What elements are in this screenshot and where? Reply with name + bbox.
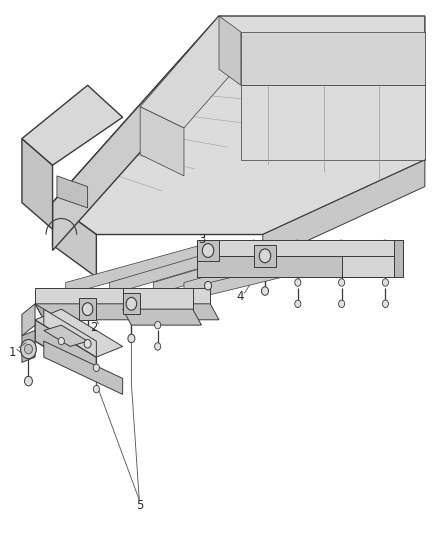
Polygon shape: [123, 293, 140, 314]
Polygon shape: [123, 309, 201, 325]
Circle shape: [261, 287, 268, 295]
Circle shape: [339, 279, 345, 286]
Circle shape: [93, 385, 99, 393]
Polygon shape: [210, 240, 385, 295]
Circle shape: [205, 281, 212, 290]
Polygon shape: [197, 256, 403, 277]
Circle shape: [155, 321, 161, 329]
Polygon shape: [66, 243, 210, 295]
Circle shape: [295, 279, 301, 286]
Polygon shape: [241, 85, 425, 160]
Polygon shape: [241, 32, 425, 85]
Polygon shape: [342, 256, 403, 277]
Polygon shape: [79, 298, 96, 320]
Circle shape: [126, 297, 137, 310]
Polygon shape: [53, 16, 425, 235]
Polygon shape: [184, 240, 342, 295]
Polygon shape: [22, 85, 123, 165]
Polygon shape: [22, 304, 35, 336]
Polygon shape: [197, 240, 403, 256]
Polygon shape: [219, 16, 241, 85]
Circle shape: [339, 300, 345, 308]
Polygon shape: [53, 16, 219, 251]
Circle shape: [84, 340, 91, 348]
Polygon shape: [44, 341, 123, 394]
Polygon shape: [394, 240, 403, 277]
Circle shape: [202, 244, 214, 257]
Polygon shape: [44, 309, 96, 357]
Circle shape: [259, 249, 271, 263]
Text: 5: 5: [137, 499, 144, 512]
Text: 1: 1: [8, 346, 16, 359]
Polygon shape: [35, 304, 219, 320]
Polygon shape: [35, 304, 96, 352]
Circle shape: [155, 343, 161, 350]
Polygon shape: [140, 107, 184, 176]
Polygon shape: [140, 16, 254, 128]
Polygon shape: [22, 330, 35, 362]
Polygon shape: [57, 176, 88, 208]
Circle shape: [21, 340, 36, 359]
Polygon shape: [153, 240, 298, 295]
Polygon shape: [53, 203, 96, 277]
Polygon shape: [123, 288, 193, 309]
Text: 4: 4: [236, 290, 244, 303]
Polygon shape: [254, 245, 276, 266]
Polygon shape: [22, 139, 53, 229]
Circle shape: [25, 344, 32, 354]
Circle shape: [295, 300, 301, 308]
Polygon shape: [35, 320, 96, 378]
Polygon shape: [35, 309, 123, 357]
Polygon shape: [110, 240, 254, 295]
Circle shape: [93, 364, 99, 372]
Text: 3: 3: [198, 233, 205, 246]
Circle shape: [58, 337, 64, 345]
Circle shape: [128, 334, 135, 343]
Polygon shape: [263, 160, 425, 261]
Polygon shape: [197, 240, 219, 261]
Circle shape: [82, 303, 93, 316]
Text: 2: 2: [90, 321, 98, 334]
Circle shape: [25, 376, 32, 386]
Polygon shape: [35, 288, 210, 304]
Polygon shape: [44, 325, 88, 346]
Circle shape: [382, 279, 389, 286]
Circle shape: [382, 300, 389, 308]
